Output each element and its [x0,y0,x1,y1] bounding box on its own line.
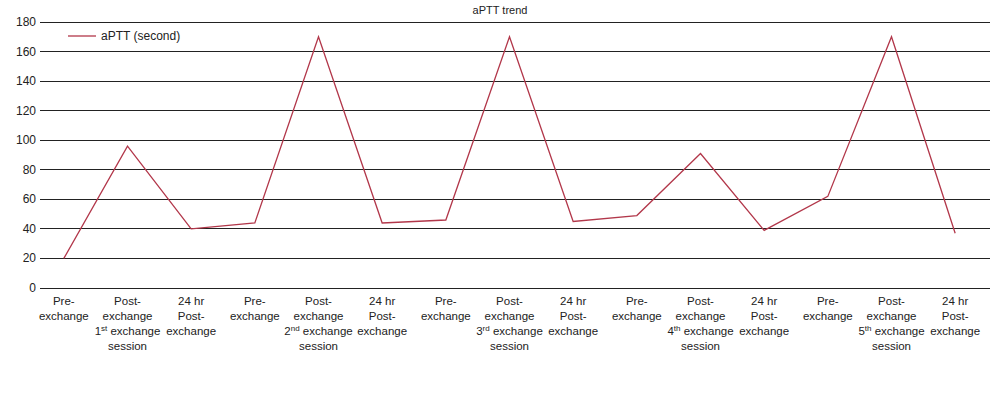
grid-line [40,199,990,200]
x-tick-label: Pre-exchange [612,295,662,322]
superscript: rd [483,324,490,333]
grid-line [40,140,990,141]
grid-line [40,288,990,289]
y-tick-label: 100 [16,133,36,147]
y-tick-label: 80 [23,163,37,177]
x-tick-label: Post-exchange4th exchangesession [667,295,733,352]
x-tick-label: Pre-exchange [230,295,280,322]
x-tick-line: exchange [230,310,280,322]
y-tick-label: 120 [16,104,36,118]
x-tick-label: 24 hr Post-exchange [548,295,598,337]
x-tick-label: Pre-exchange [421,295,471,322]
x-tick-label: 24 hr Post-exchange [930,295,980,337]
x-tick-label: Post-exchange2nd exchangesession [284,295,352,352]
y-tick-label: 0 [29,281,36,295]
x-tick-line: Post- [369,310,396,322]
x-tick-line: 24 hr [369,295,395,307]
x-tick-line: Post- [878,295,905,307]
x-tick-line: Pre- [626,295,648,307]
x-tick-label: Pre-exchange [39,295,89,322]
y-tick-label: 140 [16,74,36,88]
legend-swatch [68,35,96,36]
x-tick-line: 2nd exchange [284,324,352,337]
y-tick-label: 180 [16,15,36,29]
x-tick-line: exchange [548,325,598,337]
x-tick-line: Post- [496,295,523,307]
superscript: th [674,324,681,333]
x-tick-line: Post- [305,295,332,307]
x-tick-line: Pre- [244,295,266,307]
x-tick-line: Post- [942,310,969,322]
x-tick-label: 24 hr Post-exchange [357,295,407,337]
x-tick-line: Pre- [817,295,839,307]
x-tick-rest: exchange [681,325,734,337]
y-tick-label: 160 [16,45,36,59]
x-tick-label: Pre-exchange [803,295,853,322]
x-tick-line: Pre- [435,295,457,307]
superscript: th [865,324,872,333]
x-tick-rest: exchange [490,325,543,337]
series-line [64,37,955,259]
x-tick-label: Post-exchange5th exchangesession [858,295,924,352]
x-tick-line: 24 hr [560,295,586,307]
x-tick-line: session [490,340,529,352]
x-tick-line: Pre- [53,295,75,307]
legend-label: aPTT (second) [101,29,180,43]
superscript: nd [291,324,300,333]
y-tick-label: 60 [23,192,37,206]
x-tick-line: exchange [930,325,980,337]
x-tick-line: 24 hr [751,295,777,307]
x-tick-label: Post-exchange3rd exchangesession [476,295,543,352]
x-tick-line: exchange [103,310,153,322]
y-tick-label: 40 [23,222,37,236]
x-tick-label: Post-exchange1st exchangesession [95,295,161,352]
x-tick-line: exchange [166,325,216,337]
x-tick-line: 1st exchange [95,324,161,337]
x-tick-line: 4th exchange [667,324,733,337]
grid-line [40,258,990,259]
x-tick-line: 24 hr [942,295,968,307]
x-tick-line: exchange [294,310,344,322]
x-tick-line: Post- [178,310,205,322]
grid-line [40,169,990,170]
x-tick-line: session [299,340,338,352]
y-tick-label: 20 [23,251,37,265]
x-tick-line: 5th exchange [858,324,924,337]
x-tick-line: exchange [357,325,407,337]
plot [64,37,955,259]
grid-line [40,110,990,111]
grid-line [40,81,990,82]
x-tick-line: exchange [485,310,535,322]
x-tick-line: exchange [39,310,89,322]
x-tick-line: exchange [421,310,471,322]
x-tick-line: exchange [612,310,662,322]
x-tick-line: Post- [560,310,587,322]
x-tick-rest: exchange [300,325,353,337]
x-tick-line: session [108,340,147,352]
x-tick-label: 24 hr Post-exchange [166,295,216,337]
x-tick-line: Post- [114,295,141,307]
x-tick-line: session [681,340,720,352]
title: aPTT trend [473,4,528,16]
x-tick-rest: exchange [872,325,925,337]
x-tick-line: Post- [687,295,714,307]
x-tick-line: session [872,340,911,352]
chart: aPTT trend 0 20 40 60 80 100 120 140 160 180 Pre-ex… [0,0,1000,396]
x-tick-line: exchange [739,325,789,337]
x-tick-line: 24 hr [178,295,204,307]
x-tick-line: Post- [751,310,778,322]
x-tick-rest: exchange [107,325,160,337]
grid-line [40,228,990,229]
x-tick-line: exchange [676,310,726,322]
x-tick-line: 3rd exchange [476,324,543,337]
x-tick-line: exchange [867,310,917,322]
x-tick-line: exchange [803,310,853,322]
x-tick-label: 24 hr Post-exchange [739,295,789,337]
grid-line [40,22,990,23]
